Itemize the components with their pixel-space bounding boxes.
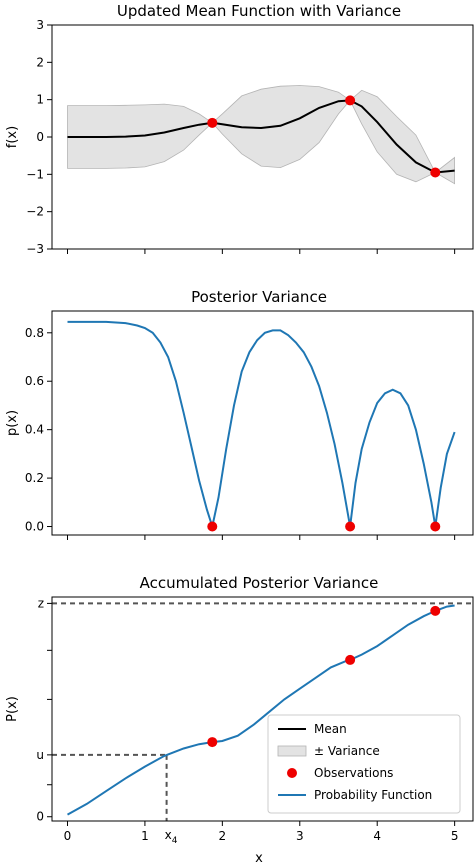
x-tick-label: 4 [373, 829, 381, 843]
y-tick-label: −3 [26, 242, 44, 256]
y-tick-label: 0 [36, 130, 44, 144]
observation-point [430, 605, 441, 616]
y-tick-label: 0.6 [25, 374, 44, 388]
x4-label: x4 [165, 828, 178, 846]
y-tick-label: 0.2 [25, 471, 44, 485]
x-tick-label: 3 [296, 829, 304, 843]
observation-point [207, 117, 218, 128]
observation-point [345, 654, 356, 665]
y-axis-label: p(x) [5, 410, 20, 436]
legend-label: Probability Function [314, 788, 432, 802]
y-tick-label: 0.8 [25, 326, 44, 340]
observation-point [345, 95, 356, 106]
x-tick-label: 1 [141, 829, 149, 843]
y-tick-label: 0 [36, 810, 44, 824]
legend-key-variance [277, 745, 307, 757]
y-axis-label: P(x) [5, 696, 20, 722]
y-axis-label: f(x) [5, 126, 20, 148]
observation-point [430, 167, 441, 178]
x-tick-label: 0 [64, 829, 72, 843]
plot-frame [51, 24, 474, 250]
probability-line [67, 604, 455, 816]
y-tick-label: 1 [36, 93, 44, 107]
panel-1: Updated Mean Function with Variance f(x) −… [5, 2, 474, 256]
y-tick-label: z [38, 596, 44, 610]
legend-box [267, 714, 461, 814]
x-tick-label: 2 [219, 829, 227, 843]
observation-point [207, 737, 218, 748]
chart-title: Updated Mean Function with Variance [117, 2, 401, 20]
legend: Mean ± Variance Observations Probability Fu… [267, 714, 461, 814]
plot-frame [51, 310, 474, 536]
y-tick-label: 0.4 [25, 423, 44, 437]
chart-title: Posterior Variance [191, 288, 327, 306]
x4-subscript: 4 [172, 836, 178, 846]
y-tick-label: −2 [26, 205, 44, 219]
panel-3: Accumulated Posterior Variance P(x) x 0 u z 0 1… [5, 574, 474, 866]
legend-label: ± Variance [314, 744, 380, 758]
observation-point [430, 521, 441, 532]
panel-2: Posterior Variance p(x) 0.0 0.2 0.4 0.6 0.8 [5, 288, 474, 540]
y-tick-label: 0.0 [25, 520, 44, 534]
x-tick-label: 5 [451, 829, 459, 843]
observation-point [345, 521, 356, 532]
y-tick-label: −1 [26, 167, 44, 181]
y-tick-label: 3 [36, 18, 44, 32]
observation-point [207, 521, 218, 532]
legend-label: Mean [314, 722, 347, 736]
legend-key-observations [287, 768, 297, 778]
variance-band [67, 85, 455, 185]
mean-line [67, 99, 455, 174]
plot-frame [51, 596, 474, 822]
y-tick-label: 2 [36, 55, 44, 69]
probability-line [67, 320, 456, 531]
legend-label: Observations [314, 766, 393, 780]
chart-title: Accumulated Posterior Variance [140, 574, 379, 592]
x-axis-label: x [255, 851, 263, 866]
y-tick-label: u [36, 748, 44, 762]
